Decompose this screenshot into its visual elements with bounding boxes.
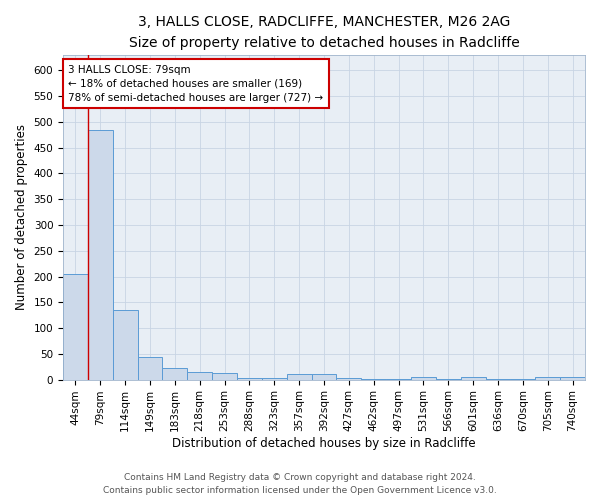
X-axis label: Distribution of detached houses by size in Radcliffe: Distribution of detached houses by size … <box>172 437 476 450</box>
Bar <box>262 378 287 380</box>
Bar <box>88 130 113 380</box>
Bar <box>386 378 411 380</box>
Bar <box>137 358 163 380</box>
Bar <box>237 378 262 380</box>
Bar <box>187 372 212 380</box>
Bar <box>63 274 88 380</box>
Y-axis label: Number of detached properties: Number of detached properties <box>15 124 28 310</box>
Bar <box>560 377 585 380</box>
Bar <box>337 378 361 380</box>
Bar <box>461 377 485 380</box>
Text: Contains HM Land Registry data © Crown copyright and database right 2024.
Contai: Contains HM Land Registry data © Crown c… <box>103 474 497 495</box>
Bar <box>511 378 535 380</box>
Bar <box>361 378 386 380</box>
Bar <box>535 377 560 380</box>
Bar <box>485 378 511 380</box>
Text: 3 HALLS CLOSE: 79sqm
← 18% of detached houses are smaller (169)
78% of semi-deta: 3 HALLS CLOSE: 79sqm ← 18% of detached h… <box>68 64 323 102</box>
Bar <box>411 377 436 380</box>
Title: 3, HALLS CLOSE, RADCLIFFE, MANCHESTER, M26 2AG
Size of property relative to deta: 3, HALLS CLOSE, RADCLIFFE, MANCHESTER, M… <box>128 15 520 50</box>
Bar <box>113 310 137 380</box>
Bar <box>436 378 461 380</box>
Bar <box>212 373 237 380</box>
Bar <box>287 374 311 380</box>
Bar <box>311 374 337 380</box>
Bar <box>163 368 187 380</box>
